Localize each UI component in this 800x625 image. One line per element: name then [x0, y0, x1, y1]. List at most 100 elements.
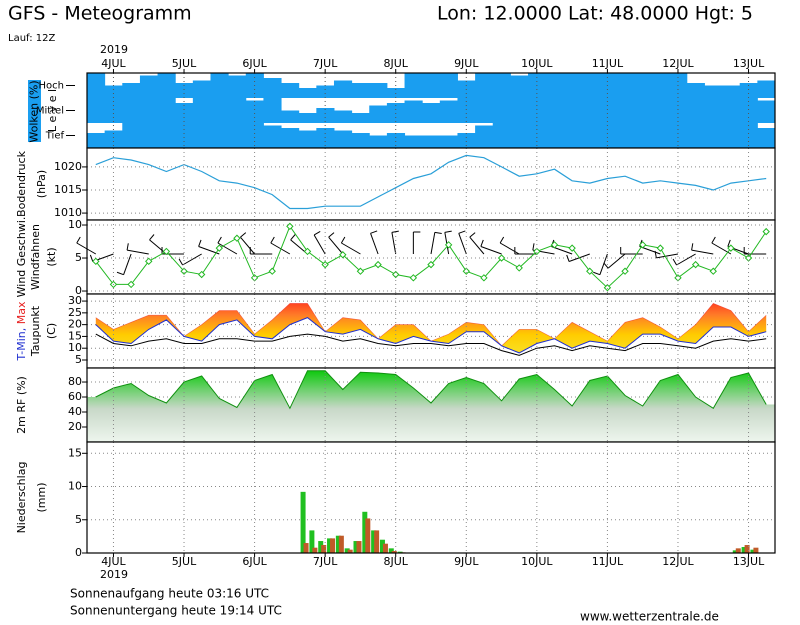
wind-marker [215, 244, 224, 252]
cloud-cell [704, 85, 723, 98]
cloud-cell [757, 80, 776, 98]
cloud-cell [281, 110, 300, 123]
cloud-cell [157, 73, 176, 98]
wind-barb [370, 233, 379, 255]
y-tick-label: 10 [68, 218, 82, 231]
precip-bar [356, 541, 362, 553]
cloud-cell [245, 100, 264, 123]
year-top: 2019 [100, 43, 128, 56]
cloud-cell [104, 130, 123, 148]
cloud-cell [651, 123, 670, 148]
wind-feather [116, 271, 124, 276]
cloud-cell [616, 73, 635, 98]
wind-feather [217, 236, 222, 244]
wind-marker [356, 267, 365, 275]
cloud-cell [175, 83, 194, 98]
wind-barb [430, 232, 436, 255]
wind-feather [711, 236, 716, 244]
cloud-cell [404, 73, 423, 98]
y-axis-label: 2m RF (%) [15, 376, 28, 434]
cloud-cell [651, 73, 670, 98]
title: GFS - Meteogramm [8, 3, 192, 25]
panel-frame [86, 441, 776, 554]
y-axis-label: Wolken (%) [28, 80, 41, 142]
y-tick-label: 30 [68, 294, 82, 307]
cloud-cell [281, 128, 300, 148]
x-tick-label: 12JUL [662, 555, 694, 568]
x-tick-label: 9JUL [454, 57, 479, 70]
y-tick-label: 25 [68, 306, 82, 319]
cloud-cell [281, 83, 300, 98]
cloud-cell [263, 78, 282, 98]
x-tick-label: 13JUL [733, 57, 765, 70]
wind-barb [76, 242, 97, 255]
cloud-cell [475, 98, 494, 123]
wind-marker [145, 257, 153, 266]
x-tick-label: 13JUL [733, 555, 765, 568]
run: Lauf: 12Z [8, 33, 55, 44]
wind-feather [391, 230, 399, 233]
precip-bar [741, 547, 747, 553]
cloud-cell [598, 98, 617, 123]
wind-feather [566, 254, 570, 262]
cloud-cell [439, 100, 458, 123]
cloud-cell [492, 123, 511, 148]
wind-marker [638, 241, 647, 249]
wind-feather [532, 243, 535, 251]
precip-bar [753, 547, 759, 553]
wind-barb [217, 242, 238, 255]
wind-barb [656, 253, 679, 259]
wind-marker [568, 244, 576, 252]
wind-feather [290, 234, 296, 241]
y-tick-label: 1015 [54, 183, 82, 196]
cloud-cell [175, 123, 194, 148]
wind-feather [444, 230, 452, 233]
panel-bg [87, 148, 775, 220]
wind-barb [469, 236, 485, 255]
wind-feather [434, 231, 442, 235]
cloud-cell [510, 98, 529, 123]
humidity-line [95, 370, 767, 410]
wind-marker [444, 241, 453, 249]
cloud-cell [210, 73, 229, 98]
legend-entry: Max [15, 301, 28, 324]
wind-barb [328, 236, 344, 255]
cloud-cell [616, 98, 635, 123]
cloud-cell [404, 135, 423, 148]
cloud-cell [369, 135, 388, 148]
wind-feather [240, 232, 247, 238]
cloud-cell [122, 123, 141, 148]
precip-bar [732, 550, 738, 553]
cloud-cell [457, 98, 476, 123]
x-tick-label: 10JUL [521, 57, 553, 70]
cloud-cell [333, 110, 353, 123]
wind-feather [198, 239, 202, 247]
precip-bar [300, 491, 306, 553]
wind-marker [427, 260, 435, 269]
wind-feather [654, 250, 657, 258]
wind-marker [127, 280, 135, 289]
precip-bar [365, 518, 371, 553]
x-tick-label: 6JUL [242, 555, 267, 568]
cloud-cell [528, 98, 547, 123]
cloud-cell [545, 123, 564, 148]
cloud-cell [422, 135, 441, 148]
cloud-cell [580, 73, 600, 98]
cloud-cell [157, 123, 176, 148]
cloud-cell [563, 73, 582, 98]
y-axis-label: Bodendruck [15, 150, 28, 217]
cloud-cell [686, 123, 705, 148]
legend-entry: Windfahnen [29, 224, 42, 290]
cloud-cell [157, 98, 176, 123]
x-tick-label: 8JUL [383, 555, 408, 568]
wind-feather [126, 243, 129, 251]
cloud-cell [192, 98, 211, 123]
wind-marker [339, 251, 347, 259]
sunrise: Sonnenaufgang heute 03:16 UTC [70, 587, 269, 601]
cloud-cell [87, 133, 106, 148]
cloud-cell [563, 98, 582, 123]
x-tick-label: 12JUL [662, 57, 694, 70]
y-tick-label: 0 [75, 284, 82, 297]
